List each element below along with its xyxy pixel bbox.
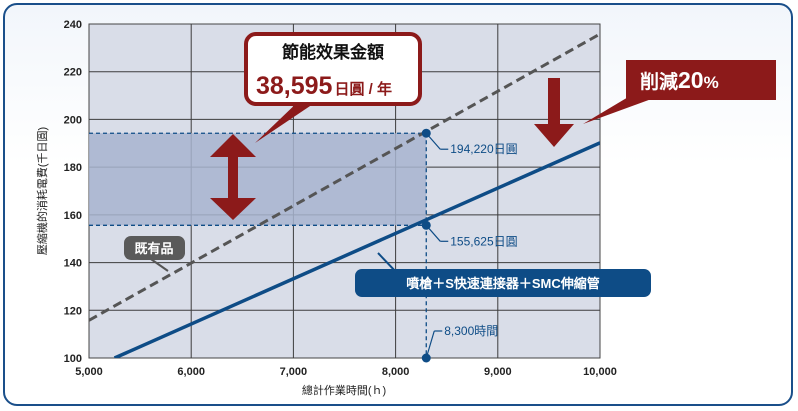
savings-unit: 日圓 / 年: [334, 80, 392, 98]
existing-tag-label: 既有品: [134, 241, 173, 256]
existing-tag: 既有品: [124, 236, 185, 272]
y-tick-label: 100: [64, 353, 82, 365]
down-arrow-icon: [534, 78, 574, 147]
reduction-suffix: %: [704, 73, 719, 92]
x-tick-label: 5,000: [75, 366, 103, 378]
savings-amount-line: 38,595 日圓 / 年: [256, 72, 392, 100]
guide-lines: [89, 132, 427, 358]
double-arrow-icon: [210, 134, 256, 220]
value-labels: 194,220日圓 155,625日圓 8,300時間: [425, 132, 518, 359]
x-tick-label: 7,000: [280, 366, 308, 378]
axis-ticks: 100 120 140 160 180 200 220 240 5,000 6,000 7,000 8…: [64, 19, 617, 378]
series-lines: [89, 32, 600, 358]
y-tick-label: 160: [64, 210, 82, 222]
x-tick-label: 8,000: [382, 366, 410, 378]
x-tick-label: 9,000: [484, 366, 512, 378]
reduction-callout: 削減20%: [583, 60, 776, 124]
y-tick-label: 200: [64, 114, 82, 126]
y-tick-label: 180: [64, 162, 82, 174]
y-tick-label: 240: [64, 19, 82, 31]
new-tag: 噴槍＋S快速連接器＋SMC伸縮管: [355, 252, 651, 297]
savings-band: [89, 133, 427, 226]
y-tick-label: 220: [64, 67, 82, 79]
new-tag-label: 噴槍＋S快速連接器＋SMC伸縮管: [406, 276, 600, 291]
savings-title: 節能效果金額: [281, 42, 384, 62]
new-value-leader: [425, 224, 441, 242]
existing-value-leader: [425, 132, 441, 150]
existing-value-label: 194,220日圓: [450, 142, 517, 156]
reduction-value: 20: [678, 67, 704, 93]
x-marker-label: 8,300時間: [444, 324, 498, 338]
x-marker-leader: [425, 330, 435, 359]
x-tick-label: 6,000: [177, 366, 205, 378]
reduction-prefix: 削減: [640, 70, 678, 93]
y-tick-label: 120: [64, 305, 82, 317]
y-tick-label: 140: [64, 258, 82, 270]
savings-amount: 38,595: [256, 72, 333, 100]
reduction-text: 削減20%: [640, 67, 719, 93]
y-axis-label: 壓縮機的消耗電費(千日圓): [35, 127, 49, 255]
series-line-new: [113, 141, 600, 358]
savings-callout: 節能效果金額 38,595 日圓 / 年: [244, 32, 422, 143]
x-tick-label: 10,000: [583, 366, 617, 378]
x-axis-label: 總計作業時間(ｈ): [302, 383, 386, 397]
new-value-label: 155,625日圓: [450, 234, 517, 248]
